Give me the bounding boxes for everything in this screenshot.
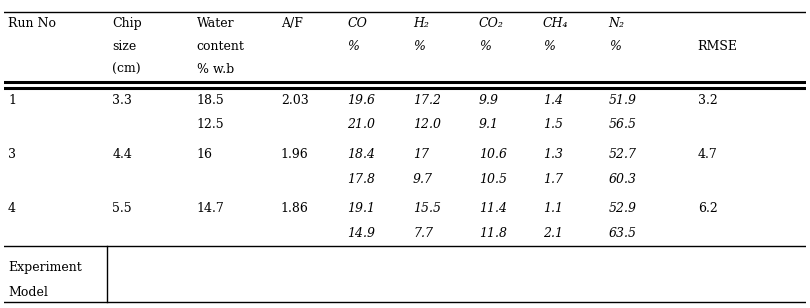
- Text: %: %: [608, 40, 620, 53]
- Text: 11.4: 11.4: [479, 202, 507, 215]
- Text: 17: 17: [413, 148, 429, 161]
- Text: 17.2: 17.2: [413, 94, 441, 107]
- Text: 4.7: 4.7: [697, 148, 718, 161]
- Text: Chip: Chip: [113, 17, 142, 30]
- Text: 1.3: 1.3: [543, 148, 563, 161]
- Text: Water: Water: [197, 17, 234, 30]
- Text: CO₂: CO₂: [479, 17, 504, 30]
- Text: 3.2: 3.2: [697, 94, 718, 107]
- Text: 9.1: 9.1: [479, 118, 499, 132]
- Text: Run No: Run No: [8, 17, 56, 30]
- Text: (cm): (cm): [113, 63, 141, 76]
- Text: % w.b: % w.b: [197, 63, 234, 76]
- Text: 17.8: 17.8: [347, 173, 375, 186]
- Text: %: %: [347, 40, 359, 53]
- Text: 15.5: 15.5: [413, 202, 441, 215]
- Text: 51.9: 51.9: [608, 94, 637, 107]
- Text: 21.0: 21.0: [347, 118, 375, 132]
- Text: 12.0: 12.0: [413, 118, 441, 132]
- Text: 1.96: 1.96: [281, 148, 309, 161]
- Text: 1.5: 1.5: [543, 118, 563, 132]
- Text: %: %: [543, 40, 555, 53]
- Text: Experiment: Experiment: [8, 261, 82, 274]
- Text: 1: 1: [8, 94, 16, 107]
- Text: 56.5: 56.5: [608, 118, 637, 132]
- Text: %: %: [479, 40, 491, 53]
- Text: 18.4: 18.4: [347, 148, 375, 161]
- Text: 9.9: 9.9: [479, 94, 499, 107]
- Text: 7.7: 7.7: [413, 227, 433, 240]
- Text: 9.7: 9.7: [413, 173, 433, 186]
- Text: RMSE: RMSE: [697, 40, 738, 53]
- Text: 2.03: 2.03: [281, 94, 309, 107]
- Text: 11.8: 11.8: [479, 227, 507, 240]
- Text: 4: 4: [8, 202, 16, 215]
- Text: 19.6: 19.6: [347, 94, 375, 107]
- Text: Model: Model: [8, 286, 48, 299]
- Text: 1.86: 1.86: [281, 202, 309, 215]
- Text: 4.4: 4.4: [113, 148, 132, 161]
- Text: content: content: [197, 40, 245, 53]
- Text: 12.5: 12.5: [197, 118, 224, 132]
- Text: 10.6: 10.6: [479, 148, 507, 161]
- Text: 6.2: 6.2: [697, 202, 718, 215]
- Text: 1.1: 1.1: [543, 202, 563, 215]
- Text: 1.7: 1.7: [543, 173, 563, 186]
- Text: CH₄: CH₄: [543, 17, 569, 30]
- Text: size: size: [113, 40, 137, 53]
- Text: CO: CO: [347, 17, 367, 30]
- Text: 63.5: 63.5: [608, 227, 637, 240]
- Text: 14.9: 14.9: [347, 227, 375, 240]
- Text: 3.3: 3.3: [113, 94, 132, 107]
- Text: 10.5: 10.5: [479, 173, 507, 186]
- Text: 52.7: 52.7: [608, 148, 637, 161]
- Text: 3: 3: [8, 148, 16, 161]
- Text: 2.1: 2.1: [543, 227, 563, 240]
- Text: 14.7: 14.7: [197, 202, 224, 215]
- Text: 52.9: 52.9: [608, 202, 637, 215]
- Text: N₂: N₂: [608, 17, 625, 30]
- Text: 60.3: 60.3: [608, 173, 637, 186]
- Text: %: %: [413, 40, 425, 53]
- Text: A/F: A/F: [281, 17, 303, 30]
- Text: 5.5: 5.5: [113, 202, 132, 215]
- Text: 1.4: 1.4: [543, 94, 563, 107]
- Text: 19.1: 19.1: [347, 202, 375, 215]
- Text: H₂: H₂: [413, 17, 428, 30]
- Text: 18.5: 18.5: [197, 94, 224, 107]
- Text: 16: 16: [197, 148, 212, 161]
